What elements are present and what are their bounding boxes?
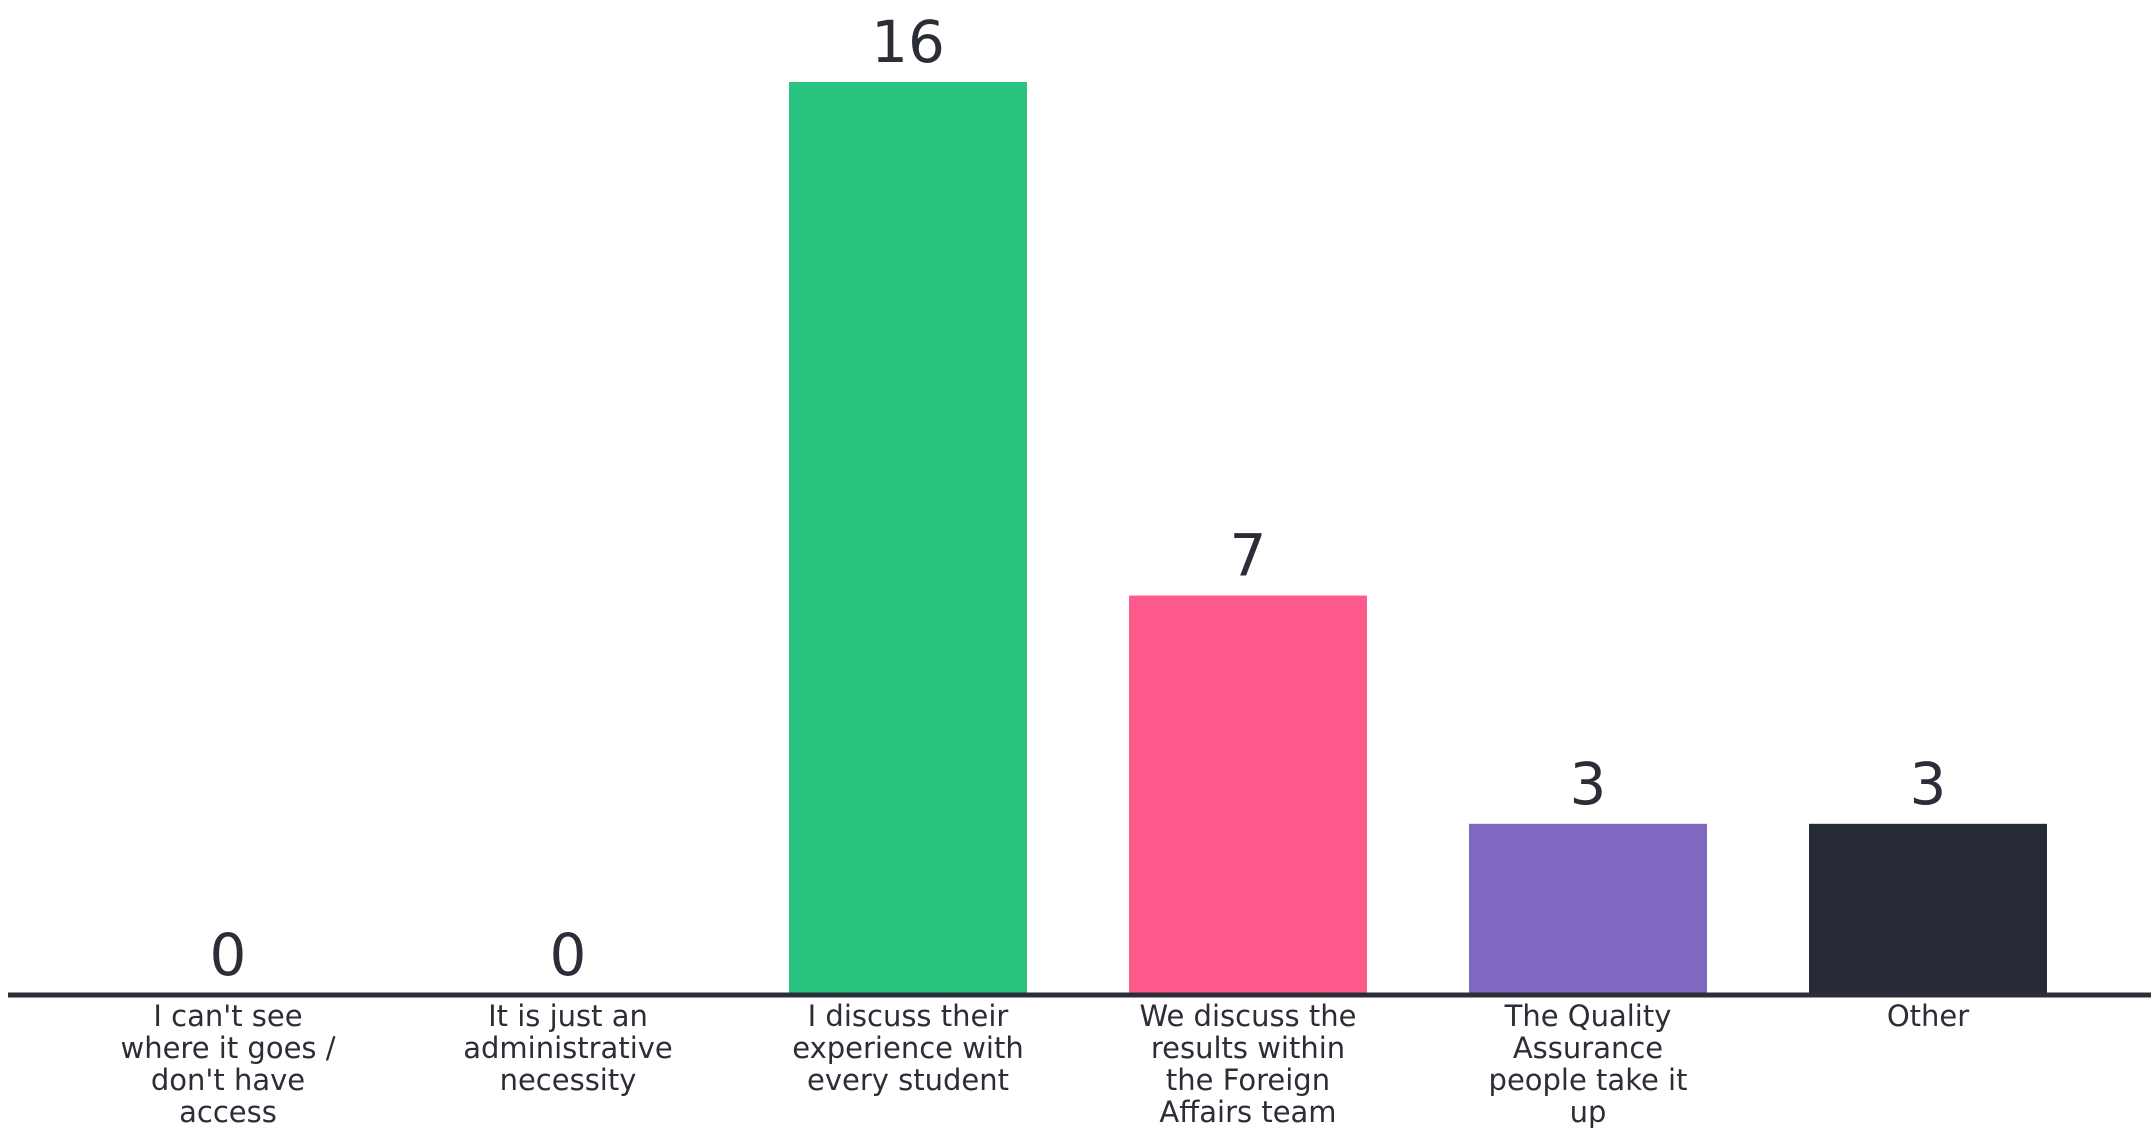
bar-3 [789,82,1027,995]
x-tick-label-line: results within [1151,1031,1345,1065]
x-tick-label-line: It is just an [488,999,648,1033]
x-tick-label-line: We discuss the [1140,999,1357,1033]
x-tick-labels-group: I can't see where it goes / don't have acce… [120,999,1969,1129]
x-tick-label-line: the Foreign [1166,1063,1330,1097]
bar-6 [1809,824,2047,995]
x-tick-label-line: I discuss their [808,999,1009,1033]
x-tick-label-1: I can't see where it goes / don't have acce… [120,999,335,1129]
x-tick-label-line: people take it [1489,1063,1688,1097]
bars-group [789,82,2047,995]
bar-5 [1469,824,1707,995]
x-tick-label-line: up [1570,1095,1607,1129]
x-tick-label-line: The Quality [1504,999,1672,1033]
value-label-1: 0 [210,921,247,989]
x-tick-label-5: The Quality Assurance people take it up [1489,999,1688,1129]
x-tick-label-line: administrative [463,1031,673,1065]
x-tick-label-line: access [179,1095,277,1129]
x-tick-label-line: where it goes / [120,1031,335,1065]
x-tick-label-4: We discuss the results within the Foreign A… [1140,999,1357,1129]
x-tick-label-3: I discuss their experience with every stud… [792,999,1023,1097]
x-tick-label-line: necessity [500,1063,637,1097]
bar-4 [1129,596,1367,995]
x-tick-label-line: Assurance [1513,1031,1663,1065]
x-tick-label-line: don't have [151,1063,305,1097]
value-label-6: 3 [1910,750,1947,818]
x-tick-label-line: Affairs team [1159,1095,1336,1129]
x-tick-label-line: Other [1887,999,1969,1033]
x-tick-label-line: I can't see [153,999,302,1033]
x-tick-label-6: Other [1887,999,1969,1033]
x-tick-label-line: every student [807,1063,1009,1097]
value-label-5: 3 [1570,750,1607,818]
value-label-4: 7 [1230,522,1267,590]
value-label-2: 0 [550,921,587,989]
value-label-3: 16 [871,8,945,76]
x-tick-label-2: It is just an administrative necessity [463,999,673,1097]
x-tick-label-line: experience with [792,1031,1023,1065]
